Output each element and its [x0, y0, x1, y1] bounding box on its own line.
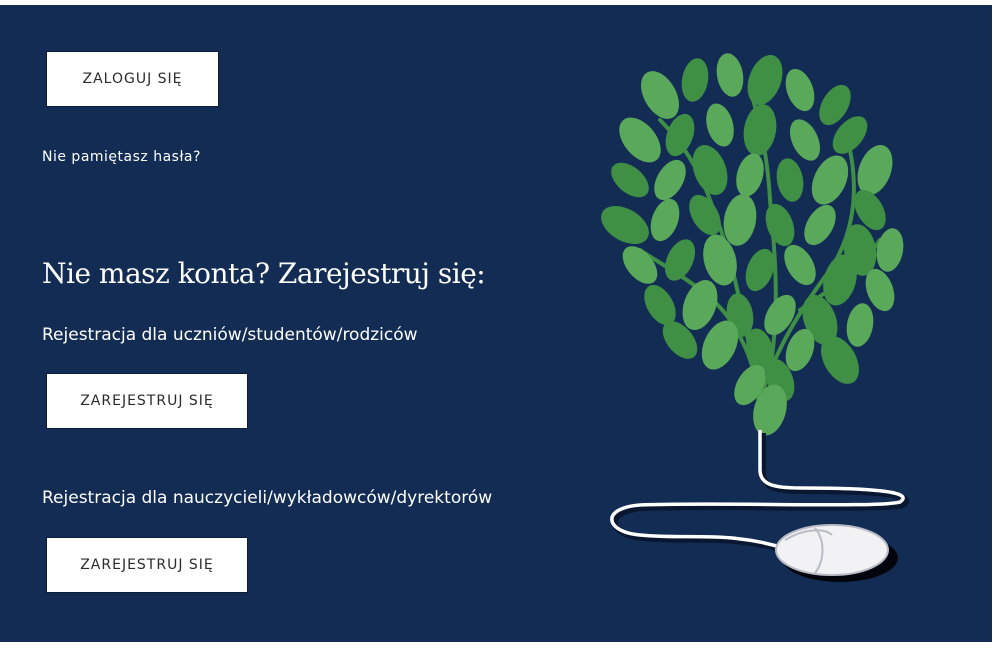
leaf [857, 144, 893, 196]
leaf [785, 328, 815, 372]
leaf [682, 279, 718, 331]
leaf [644, 284, 676, 326]
leaf [804, 204, 836, 246]
register-heading: Nie masz konta? Zarejestruj się: [42, 257, 486, 290]
leaf [689, 194, 721, 236]
leaf [784, 244, 816, 286]
leaf [650, 198, 680, 242]
leaf [703, 234, 737, 286]
leaf [601, 206, 649, 244]
student-registration-label: Rejestracja dla uczniów/studentów/rodzic… [42, 325, 418, 345]
leaf [832, 116, 868, 154]
leaf [611, 162, 649, 198]
leaf [734, 364, 766, 406]
leaf [622, 246, 658, 284]
leaf [811, 155, 849, 205]
tree-head-mouse-illustration [601, 53, 910, 582]
leaf [745, 248, 775, 292]
leaf [662, 321, 698, 359]
leaf [665, 113, 695, 157]
leaf [692, 144, 728, 196]
leaf [854, 189, 886, 231]
leaf [706, 103, 734, 147]
leaf [654, 159, 686, 201]
mouse-cable [610, 430, 905, 552]
leaf [765, 203, 795, 247]
leaf [753, 384, 787, 436]
leaf [823, 254, 857, 306]
leaf [619, 117, 661, 163]
leaf [764, 294, 796, 336]
leaf [736, 153, 764, 197]
leaf [821, 336, 859, 384]
student-register-button[interactable]: ZAREJESTRUJ SIĘ [46, 373, 248, 429]
leaf [746, 328, 774, 372]
mouse-buttons [784, 527, 833, 574]
leaf [865, 268, 895, 312]
leaf [723, 194, 757, 246]
mouse-icon [775, 524, 889, 576]
leaf [776, 158, 804, 202]
forgot-password-link[interactable]: Nie pamiętasz hasła? [42, 149, 201, 165]
cable-shadow [611, 433, 910, 556]
leaf [716, 53, 744, 97]
leaf [701, 320, 739, 370]
leaf [641, 71, 679, 119]
leaf [743, 104, 777, 156]
leaf [785, 68, 815, 112]
leaf [789, 119, 821, 161]
login-button[interactable]: ZALOGUJ SIĘ [46, 51, 219, 107]
teacher-register-button[interactable]: ZAREJESTRUJ SIĘ [46, 537, 248, 593]
leaf [681, 58, 709, 102]
leaf [876, 228, 904, 272]
leaf [846, 303, 874, 347]
leaf [747, 54, 783, 106]
teacher-registration-label: Rejestracja dla nauczycieli/wykładowców/… [42, 488, 493, 508]
leaf [819, 84, 851, 126]
leaf [664, 239, 696, 281]
